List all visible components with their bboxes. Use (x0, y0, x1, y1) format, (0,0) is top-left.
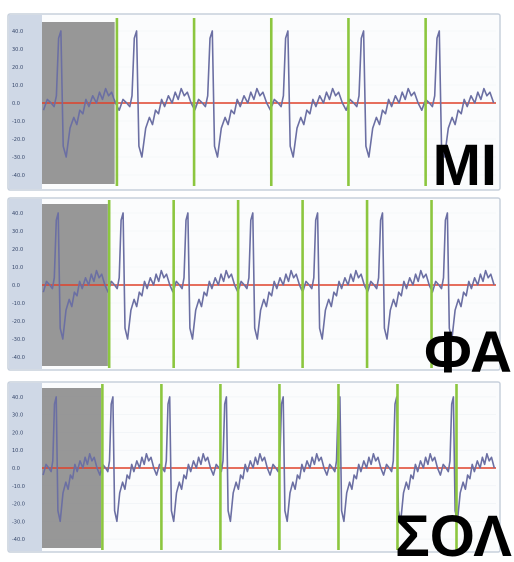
y-tick-label: -20.0 (12, 319, 25, 325)
y-tick-label: -40.0 (12, 173, 25, 179)
strip-1: 40.0 30.0 20.0 10.0 0.0 -10.0 -20.0 -30.0 -40.0 M… (7, 13, 501, 198)
y-tick-label: -30.0 (12, 337, 25, 343)
y-axis-strip (9, 383, 42, 551)
y-tick-label: 0.0 (12, 466, 20, 472)
waveform (42, 396, 496, 523)
waveform (42, 212, 495, 340)
y-tick-label: 30.0 (12, 47, 23, 53)
y-tick-label: -40.0 (12, 537, 25, 543)
y-tick-label: 0.0 (12, 101, 20, 107)
y-tick-label: 20.0 (12, 65, 23, 71)
y-tick-label: 10.0 (12, 265, 23, 271)
strip-label: ΦΑ (424, 320, 512, 385)
y-axis-strip (9, 15, 42, 189)
y-tick-label: 40.0 (12, 211, 23, 217)
y-tick-label: -30.0 (12, 519, 25, 525)
strip-label: ΣΟΛ (395, 504, 512, 562)
y-tick-label: 20.0 (12, 430, 23, 436)
y-tick-label: -40.0 (12, 355, 25, 361)
y-tick-label: 30.0 (12, 229, 23, 235)
strip-3: 40.0 30.0 20.0 10.0 0.0 -10.0 -20.0 -30.0 -40.0 Σ… (7, 381, 512, 562)
y-tick-label: 30.0 (12, 413, 23, 419)
strip-2: 40.0 30.0 20.0 10.0 0.0 -10.0 -20.0 -30.0 -40.0 Φ… (7, 197, 512, 385)
y-tick-label: -20.0 (12, 502, 25, 508)
y-tick-label: 10.0 (12, 448, 23, 454)
y-tick-label: 10.0 (12, 83, 23, 89)
y-tick-label: -10.0 (12, 484, 25, 490)
strip-frame (7, 13, 501, 191)
y-tick-label: -20.0 (12, 137, 25, 143)
waveform (42, 30, 495, 158)
strip-label: MI (433, 133, 497, 198)
y-tick-label: 0.0 (12, 283, 20, 289)
y-axis-strip (9, 199, 42, 369)
y-tick-label: 40.0 (12, 29, 23, 35)
y-tick-label: -30.0 (12, 155, 25, 161)
y-tick-label: -10.0 (12, 301, 25, 307)
y-tick-label: 20.0 (12, 247, 23, 253)
y-tick-label: 40.0 (12, 395, 23, 401)
y-tick-label: -10.0 (12, 119, 25, 125)
